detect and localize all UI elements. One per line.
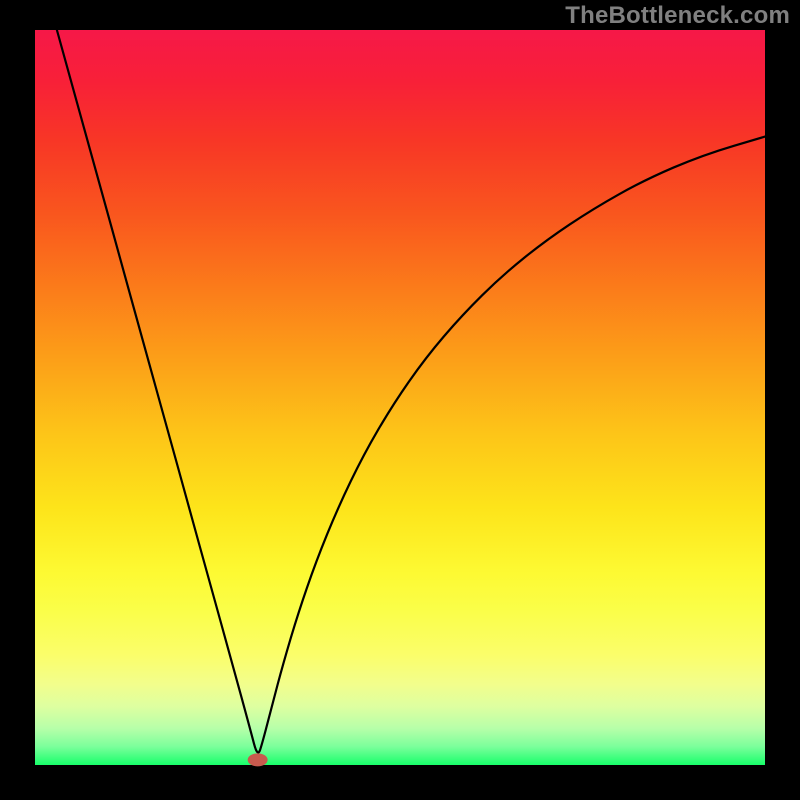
minimum-marker (248, 753, 268, 766)
chart-svg (0, 0, 800, 800)
plot-background (35, 30, 765, 765)
watermark-text: TheBottleneck.com (565, 2, 790, 30)
chart-container: TheBottleneck.com (0, 0, 800, 800)
